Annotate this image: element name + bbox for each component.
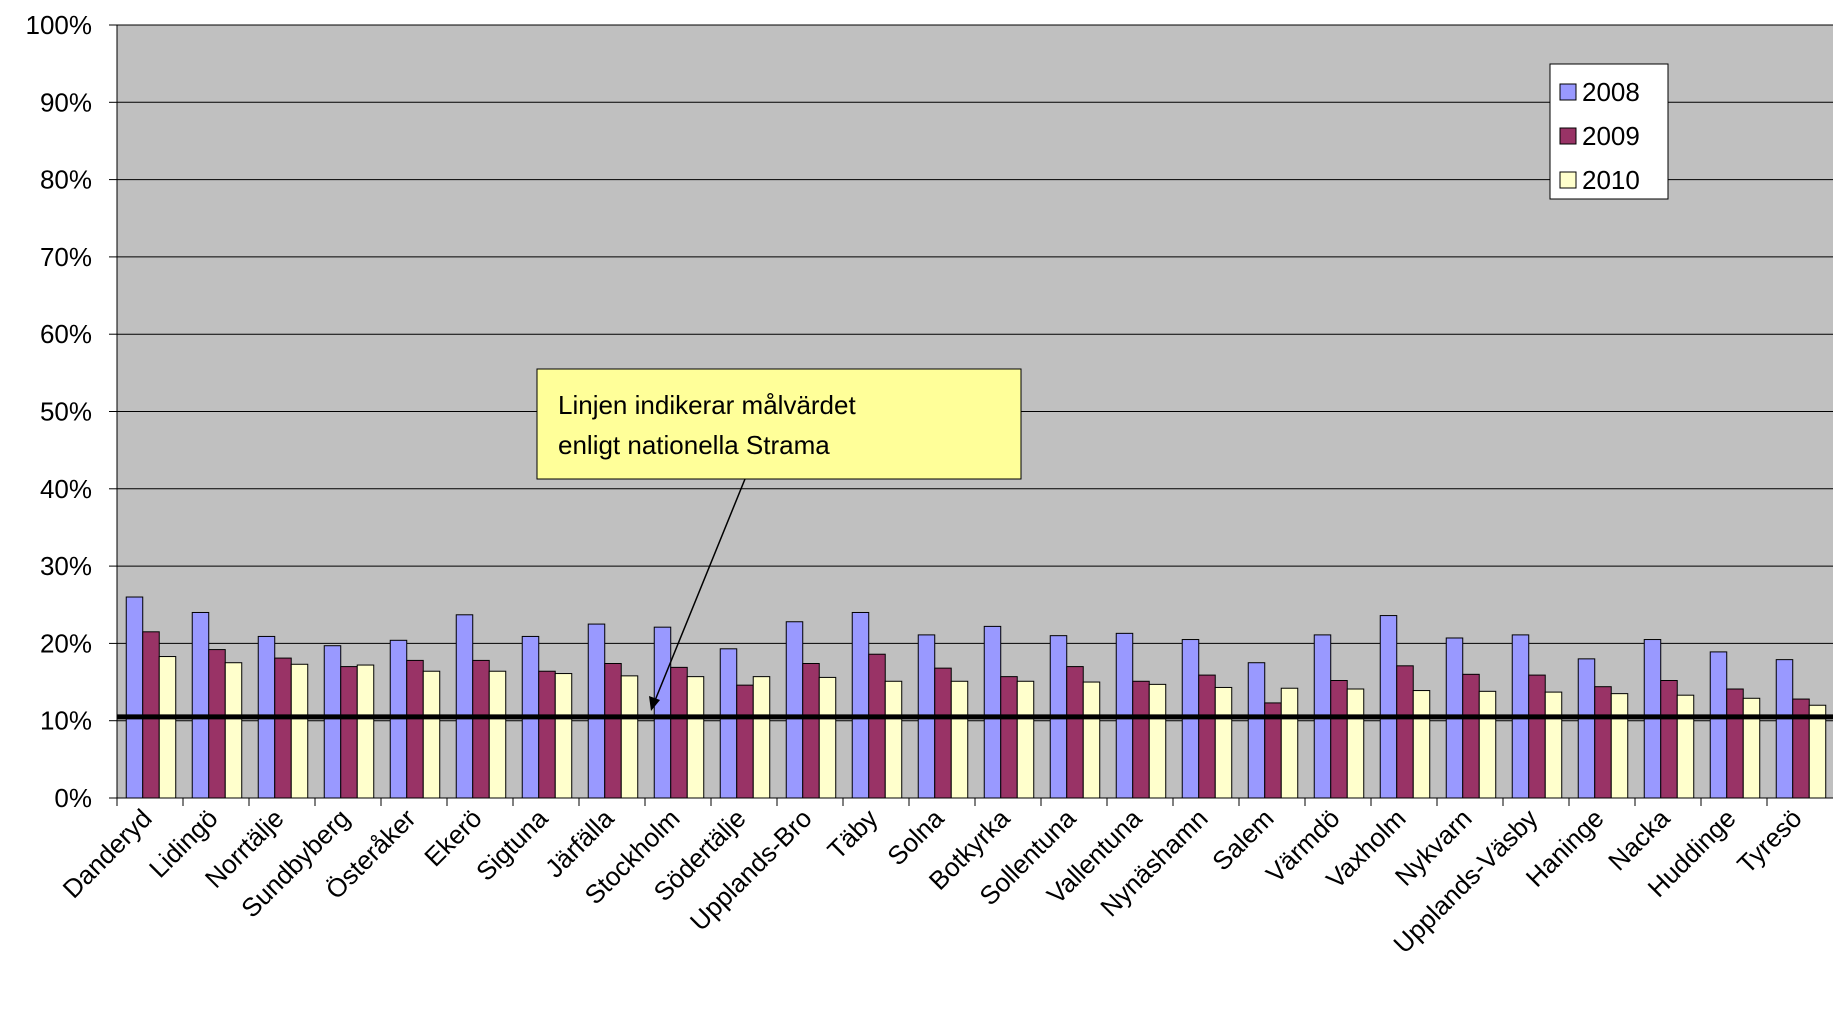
bar xyxy=(1742,697,1761,799)
bar xyxy=(455,614,474,799)
bar xyxy=(950,680,969,799)
legend-label: 2010 xyxy=(1582,165,1640,195)
y-tick-label: 40% xyxy=(40,474,92,504)
annotation-arrow xyxy=(653,478,746,704)
x-tick-label: Tyresö xyxy=(1731,803,1807,879)
bar xyxy=(554,673,573,799)
bar xyxy=(934,667,952,799)
bar xyxy=(224,662,243,799)
y-tick-label: 70% xyxy=(40,242,92,272)
bar xyxy=(125,596,144,799)
bar xyxy=(653,626,672,799)
bar xyxy=(274,657,292,799)
bar xyxy=(1000,676,1018,799)
bar xyxy=(1330,680,1348,799)
bar xyxy=(868,653,886,799)
y-tick-label: 90% xyxy=(40,87,92,117)
bar xyxy=(406,659,424,799)
bar xyxy=(1775,659,1794,799)
bar xyxy=(1066,666,1084,799)
bar xyxy=(1016,680,1035,799)
annotation-box xyxy=(536,368,1022,480)
bar xyxy=(1379,615,1398,799)
arrow-head xyxy=(649,696,660,711)
bar xyxy=(587,623,606,799)
bar xyxy=(422,670,441,799)
y-tick-label: 10% xyxy=(40,706,92,736)
y-tick-label: 80% xyxy=(40,165,92,195)
bar xyxy=(1148,683,1167,799)
legend-label: 2008 xyxy=(1582,77,1640,107)
legend-swatch xyxy=(1559,127,1577,145)
bar xyxy=(1594,686,1612,799)
bar xyxy=(785,621,804,799)
y-tick-label: 50% xyxy=(40,397,92,427)
bar xyxy=(818,676,837,799)
bar xyxy=(620,675,639,799)
x-tick-label: Täby xyxy=(821,803,883,865)
bar xyxy=(1396,665,1414,799)
annotation-text: Linjen indikerar målvärdet xyxy=(558,390,856,420)
bar xyxy=(884,680,903,799)
y-tick-label: 20% xyxy=(40,628,92,658)
bar xyxy=(488,670,507,799)
bar xyxy=(1198,674,1216,799)
bar xyxy=(1412,690,1431,799)
bar xyxy=(1676,694,1695,799)
bar xyxy=(1478,690,1497,799)
bar xyxy=(1132,680,1150,799)
bar xyxy=(686,676,705,799)
y-tick-label: 0% xyxy=(54,783,92,813)
bar xyxy=(1247,662,1266,799)
bar xyxy=(340,666,358,799)
bar xyxy=(1792,698,1810,799)
bar xyxy=(670,666,688,799)
bar xyxy=(1214,686,1233,799)
bar xyxy=(802,662,820,799)
bar xyxy=(1660,680,1678,799)
bar xyxy=(323,645,342,799)
legend-swatch xyxy=(1559,171,1577,189)
bar xyxy=(1610,693,1629,799)
bar xyxy=(851,611,870,799)
bar xyxy=(1577,658,1596,799)
bar xyxy=(538,670,556,799)
bar xyxy=(191,611,210,799)
bar xyxy=(983,625,1002,799)
bar xyxy=(719,648,738,799)
bar xyxy=(1544,691,1563,799)
bar xyxy=(356,664,375,799)
bar xyxy=(604,662,622,799)
bar xyxy=(158,656,177,799)
bar xyxy=(1528,674,1546,799)
bar xyxy=(1280,687,1299,799)
bar xyxy=(752,676,771,799)
bar xyxy=(1082,681,1101,799)
legend-label: 2009 xyxy=(1582,121,1640,151)
bar xyxy=(1726,688,1744,799)
x-tick-label: Danderyd xyxy=(57,803,158,904)
bar xyxy=(1808,704,1827,799)
bar xyxy=(736,684,754,799)
bar xyxy=(1462,673,1480,799)
x-tick-label: Sigtuna xyxy=(470,803,554,887)
annotation-text: enligt nationella Strama xyxy=(558,430,830,460)
bar xyxy=(1346,688,1365,799)
y-tick-label: 100% xyxy=(26,10,93,40)
bar xyxy=(208,649,226,799)
bar xyxy=(1709,651,1728,799)
bar xyxy=(290,663,309,799)
y-tick-label: 30% xyxy=(40,551,92,581)
bar xyxy=(472,659,490,799)
y-tick-label: 60% xyxy=(40,319,92,349)
legend-swatch xyxy=(1559,83,1577,101)
